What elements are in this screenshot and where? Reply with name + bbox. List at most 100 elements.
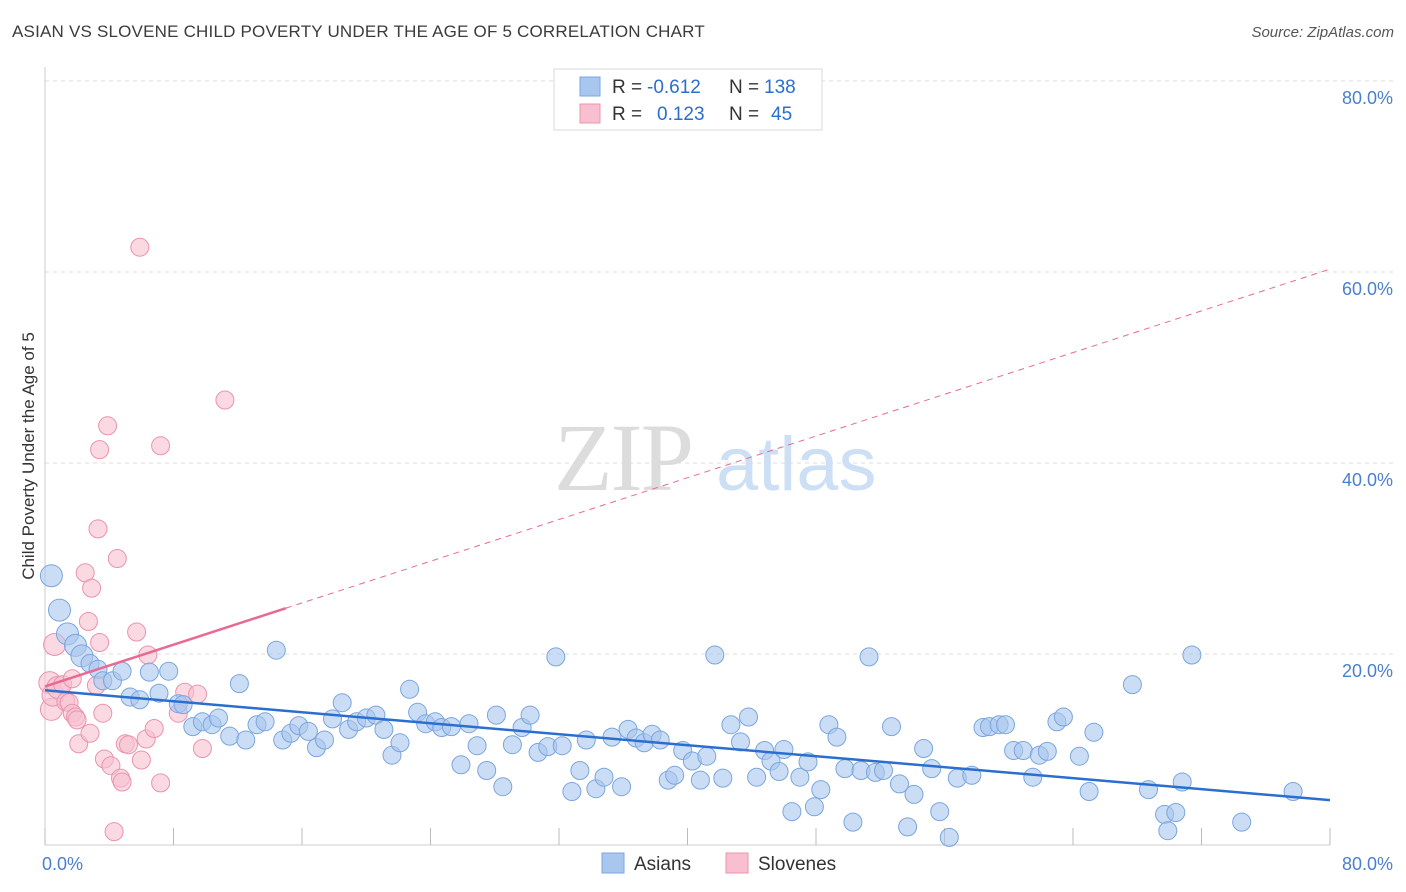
asian-point xyxy=(236,730,256,750)
asian-point xyxy=(1158,821,1178,841)
asian-point xyxy=(209,708,228,728)
slovene-point xyxy=(151,773,171,793)
asian-point xyxy=(650,730,670,750)
slovene-point xyxy=(78,612,98,631)
legend-swatch-asians xyxy=(579,76,601,97)
asians-trend-line xyxy=(44,689,1331,802)
bottom-legend-swatch-slovenes xyxy=(725,852,749,874)
slovene-point xyxy=(112,772,132,792)
slovene-point xyxy=(192,739,212,758)
x-tick-marks xyxy=(44,828,1331,845)
trend-lines xyxy=(44,268,1331,802)
asian-point xyxy=(570,761,590,780)
watermark-atlas: atlas xyxy=(716,422,877,507)
asian-point xyxy=(874,761,893,780)
y-tick-label-60: 60.0% xyxy=(1342,279,1393,299)
asian-point xyxy=(139,662,159,682)
asian-point xyxy=(811,780,831,800)
asian-point xyxy=(112,661,132,681)
legend-asians-n-label: N = xyxy=(729,77,759,98)
slovenes-trend-line xyxy=(44,606,287,688)
asian-point xyxy=(939,827,959,847)
asian-point xyxy=(930,802,950,822)
asian-point xyxy=(705,645,725,665)
asian-point xyxy=(1182,645,1202,665)
asian-point xyxy=(459,714,479,734)
asian-point xyxy=(1232,812,1252,832)
asian-point xyxy=(665,765,685,785)
asian-point xyxy=(149,683,169,703)
asian-point xyxy=(1079,782,1099,801)
bottom-legend: Asians Slovenes xyxy=(601,852,836,875)
asian-point xyxy=(467,736,487,756)
asian-point xyxy=(374,719,394,739)
y-tick-label-20: 20.0% xyxy=(1342,661,1393,681)
watermark-zip: ZIP xyxy=(554,404,692,511)
asian-point xyxy=(39,564,63,588)
asian-point xyxy=(721,715,741,735)
slovene-point xyxy=(80,723,100,743)
asian-point xyxy=(1069,746,1089,766)
slovene-point xyxy=(119,735,138,755)
asian-point xyxy=(1053,707,1073,727)
asian-point xyxy=(890,774,909,794)
slovene-point xyxy=(131,750,151,770)
asian-point xyxy=(332,693,352,713)
asian-point xyxy=(1023,767,1043,787)
asian-point xyxy=(594,767,614,787)
grid-lines xyxy=(45,80,1393,655)
asian-point xyxy=(390,733,410,753)
asian-point xyxy=(827,727,847,747)
asian-point xyxy=(48,598,71,622)
legend-swatch-slovenes xyxy=(579,103,601,124)
chart-title: ASIAN VS SLOVENE CHILD POVERTY UNDER THE… xyxy=(12,22,705,41)
slovene-point xyxy=(88,519,108,539)
asian-point xyxy=(882,717,901,737)
asian-point xyxy=(798,752,818,772)
slovene-point xyxy=(93,703,113,723)
asian-point xyxy=(904,784,924,804)
asian-point xyxy=(562,782,582,801)
asian-point xyxy=(1166,803,1186,822)
asian-point xyxy=(739,707,758,727)
y-axis-label: Child Poverty Under the Age of 5 xyxy=(19,332,38,580)
legend-box: R = -0.612 N = 138 R = 0.123 N = 45 xyxy=(553,68,823,131)
slovene-point xyxy=(90,633,110,652)
slovene-point xyxy=(130,237,150,257)
asians-points xyxy=(39,564,1303,847)
legend-slovenes-r-label: R = xyxy=(612,104,642,125)
asian-point xyxy=(843,812,863,832)
bottom-legend-swatch-asians xyxy=(601,852,625,874)
slovene-point xyxy=(98,416,118,436)
asian-point xyxy=(400,679,420,699)
asian-point xyxy=(996,715,1015,735)
asian-point xyxy=(477,761,497,780)
bottom-legend-label-slovenes: Slovenes xyxy=(758,854,836,875)
asian-point xyxy=(451,755,471,775)
asian-point xyxy=(697,746,717,766)
asian-point xyxy=(173,695,193,715)
asian-point xyxy=(782,802,802,822)
slovene-point xyxy=(90,440,110,460)
slovene-point xyxy=(215,390,235,410)
slovenes-trend-line-extended xyxy=(285,268,1331,609)
asian-point xyxy=(546,647,566,667)
asian-point xyxy=(612,777,632,797)
y-tick-label-40: 40.0% xyxy=(1342,470,1393,490)
asian-point xyxy=(229,674,249,694)
asian-point xyxy=(520,705,540,725)
x-tick-label-min: 0.0% xyxy=(42,854,83,874)
asian-point xyxy=(898,817,918,837)
slovene-point xyxy=(82,578,102,598)
slovene-point xyxy=(151,436,171,456)
legend-asians-n-value: 138 xyxy=(764,77,796,98)
asian-point xyxy=(859,647,879,667)
asian-point xyxy=(914,739,934,758)
legend-asians-r-value: -0.612 xyxy=(647,77,701,98)
asian-point xyxy=(747,767,767,787)
asian-point xyxy=(323,709,342,729)
chart-source: Source: ZipAtlas.com xyxy=(1251,24,1394,41)
asian-point xyxy=(1013,741,1033,760)
slovene-point xyxy=(127,622,147,642)
